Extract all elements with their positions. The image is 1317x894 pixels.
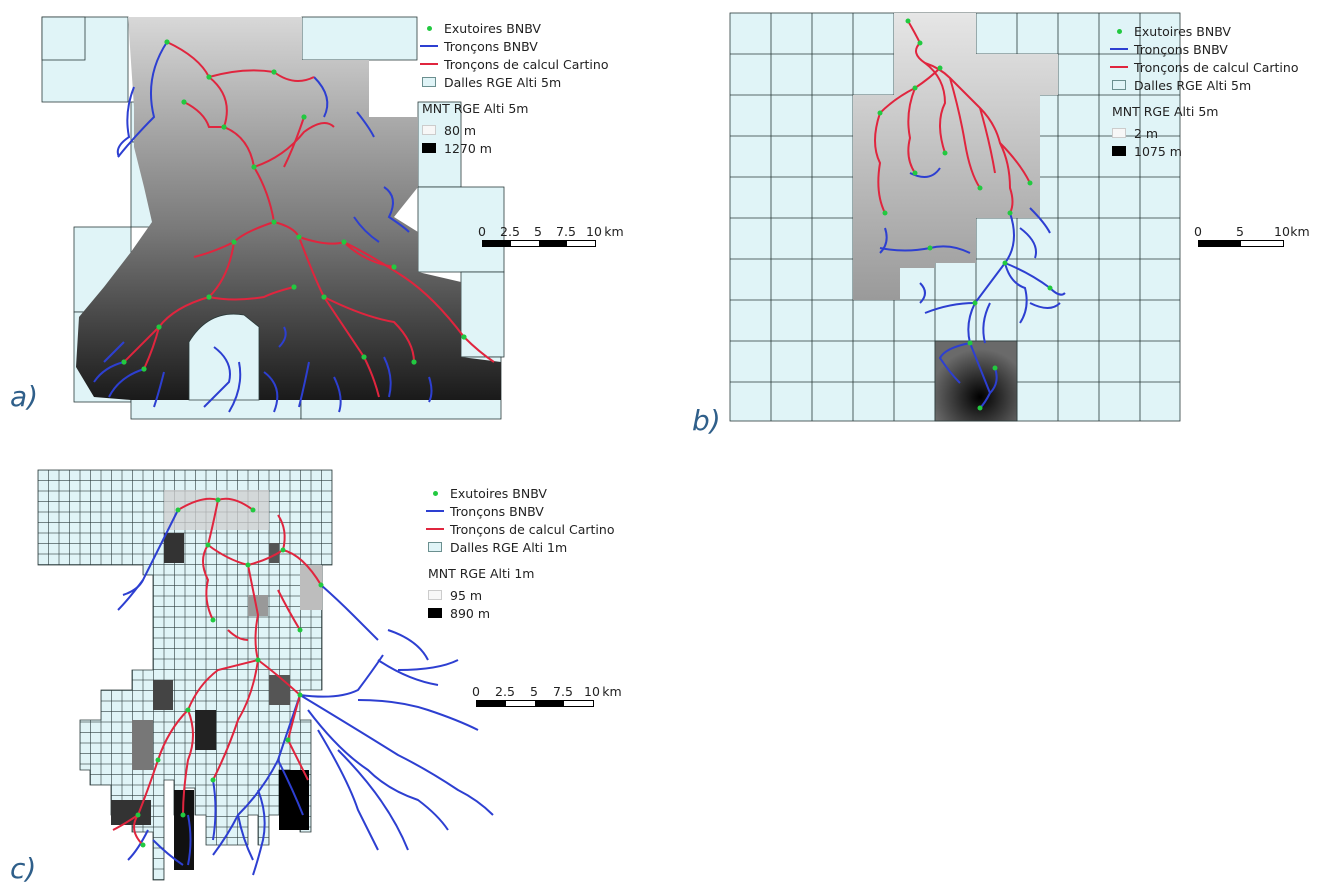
legend-a: Exutoires BNBV Tronçons BNBV Tronçons de… xyxy=(418,19,608,157)
scale-tick: 0 xyxy=(472,684,480,699)
scale-unit: km xyxy=(602,684,622,699)
scale-tick: 5 xyxy=(1236,224,1244,239)
dem-high-icon xyxy=(428,608,442,618)
legend-cartino: Tronçons de calcul Cartino xyxy=(450,521,615,537)
legend-dem-title: MNT RGE Alti 5m xyxy=(422,100,529,116)
bnbv-line-icon xyxy=(1110,48,1128,50)
bnbv-line-icon xyxy=(426,510,444,512)
legend-dem-max: 1075 m xyxy=(1134,143,1182,159)
legend-outlets: Exutoires BNBV xyxy=(1134,23,1231,39)
map-panel-b xyxy=(729,12,1182,423)
scale-unit: km xyxy=(1290,224,1310,239)
legend-outlets: Exutoires BNBV xyxy=(444,20,541,36)
dem-low-icon xyxy=(428,590,442,600)
legend-tiles: Dalles RGE Alti 5m xyxy=(444,74,562,90)
legend-bnbv: Tronçons BNBV xyxy=(1134,41,1228,57)
dem-low-icon xyxy=(1112,128,1126,138)
legend-dem-max: 890 m xyxy=(450,605,491,621)
map-panel-c xyxy=(37,469,498,881)
dem-low-icon xyxy=(422,125,436,135)
outlet-symbol-icon xyxy=(1116,28,1122,34)
legend-cartino: Tronçons de calcul Cartino xyxy=(444,56,609,72)
dem-high-icon xyxy=(1112,146,1126,156)
scale-tick: 5 xyxy=(534,224,542,239)
tile-box-icon xyxy=(428,542,442,552)
scalebar-c: 0 2.5 5 7.5 10 km xyxy=(472,684,626,707)
legend-tiles: Dalles RGE Alti 1m xyxy=(450,539,568,555)
legend-c: Exutoires BNBV Tronçons BNBV Tronçons de… xyxy=(424,484,614,622)
scale-tick: 0 xyxy=(478,224,486,239)
streams-bnbv-c xyxy=(117,509,494,876)
cartino-line-icon xyxy=(426,528,444,530)
legend-dem-title: MNT RGE Alti 5m xyxy=(1112,103,1219,119)
legend-cartino: Tronçons de calcul Cartino xyxy=(1134,59,1299,75)
streams-bnbv-a xyxy=(93,41,433,413)
panel-letter-c: c) xyxy=(10,852,37,885)
panel-letter-a: a) xyxy=(10,380,39,413)
panel-letter-b: b) xyxy=(692,404,721,437)
cartino-line-icon xyxy=(1110,66,1128,68)
legend-b: Exutoires BNBV Tronçons BNBV Tronçons de… xyxy=(1108,22,1298,160)
streams-cartino-a xyxy=(123,41,495,398)
scale-unit: km xyxy=(604,224,624,239)
legend-dem-title: MNT RGE Alti 1m xyxy=(428,565,535,581)
tile-box-icon xyxy=(422,77,436,87)
scale-tick: 2.5 xyxy=(495,684,515,699)
legend-dem-min: 80 m xyxy=(444,122,477,138)
dem-a xyxy=(76,17,501,400)
legend-dem-min: 2 m xyxy=(1134,125,1159,141)
outlet-symbol-icon xyxy=(432,490,438,496)
bnbv-line-icon xyxy=(420,45,438,47)
tile-box-icon xyxy=(1112,80,1126,90)
scale-tick: 5 xyxy=(530,684,538,699)
outlet-symbol-icon xyxy=(426,25,432,31)
dem-high-icon xyxy=(422,143,436,153)
scalebar-a: 0 2.5 5 7.5 10 km xyxy=(478,224,632,247)
legend-outlets: Exutoires BNBV xyxy=(450,485,547,501)
scale-tick: 7.5 xyxy=(556,224,576,239)
scale-tick: 10 xyxy=(1274,224,1290,239)
cartino-line-icon xyxy=(420,63,438,65)
scale-tick: 7.5 xyxy=(553,684,573,699)
scale-tick: 0 xyxy=(1194,224,1202,239)
legend-bnbv: Tronçons BNBV xyxy=(450,503,544,519)
dem-b-south xyxy=(934,340,1018,422)
legend-bnbv: Tronçons BNBV xyxy=(444,38,538,54)
outlets-b xyxy=(877,18,1053,411)
dem-b-main xyxy=(853,13,1058,300)
map-panel-a xyxy=(34,16,505,420)
legend-dem-max: 1270 m xyxy=(444,140,492,156)
legend-dem-min: 95 m xyxy=(450,587,483,603)
scale-tick: 10 xyxy=(584,684,600,699)
scale-tick: 2.5 xyxy=(500,224,520,239)
scalebar-b: 0 5 10 km xyxy=(1194,224,1310,247)
outlets-a xyxy=(121,39,467,372)
map-a xyxy=(41,16,505,420)
map-c xyxy=(37,469,494,881)
scale-tick: 10 xyxy=(586,224,602,239)
legend-tiles: Dalles RGE Alti 5m xyxy=(1134,77,1252,93)
map-b xyxy=(729,12,1181,422)
outlets-c xyxy=(135,497,324,848)
